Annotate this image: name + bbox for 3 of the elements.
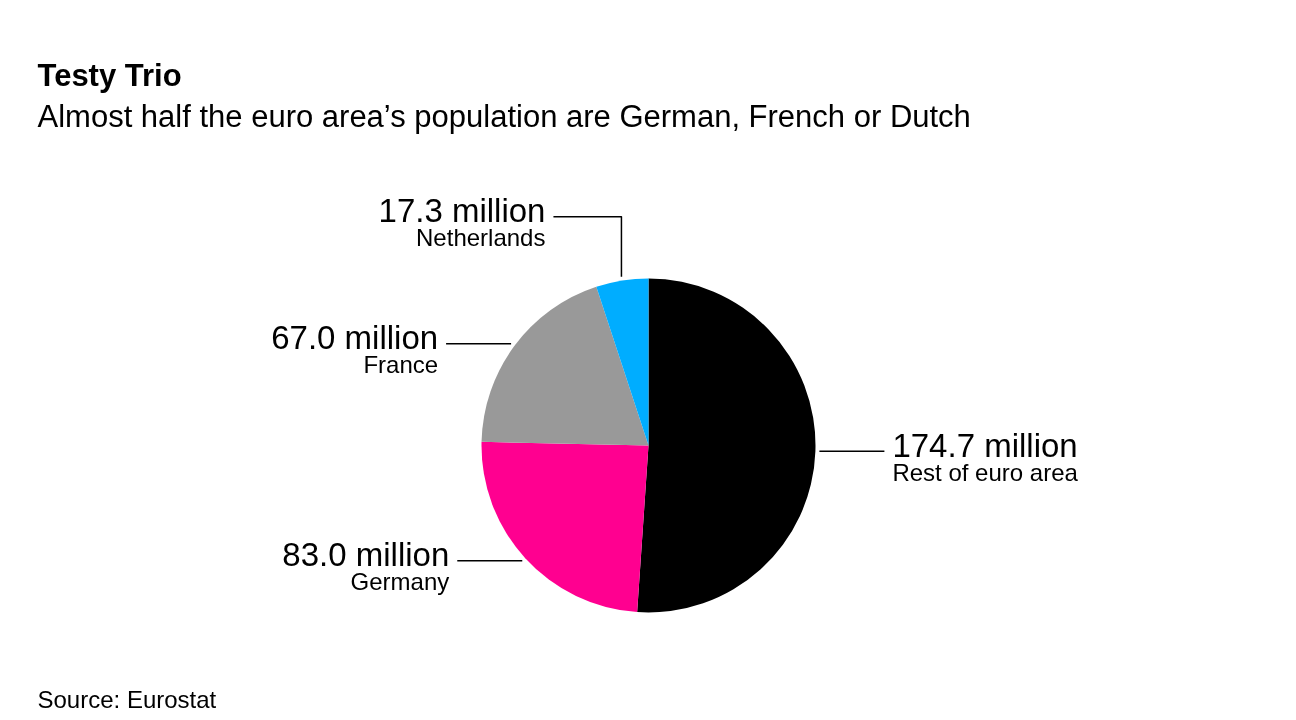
chart-subtitle: Almost half the euro area’s population are German, French or Dutch bbox=[37, 99, 971, 134]
chart-title: Testy Trio bbox=[37, 58, 182, 93]
source-note: Source: Eurostat bbox=[37, 686, 217, 713]
